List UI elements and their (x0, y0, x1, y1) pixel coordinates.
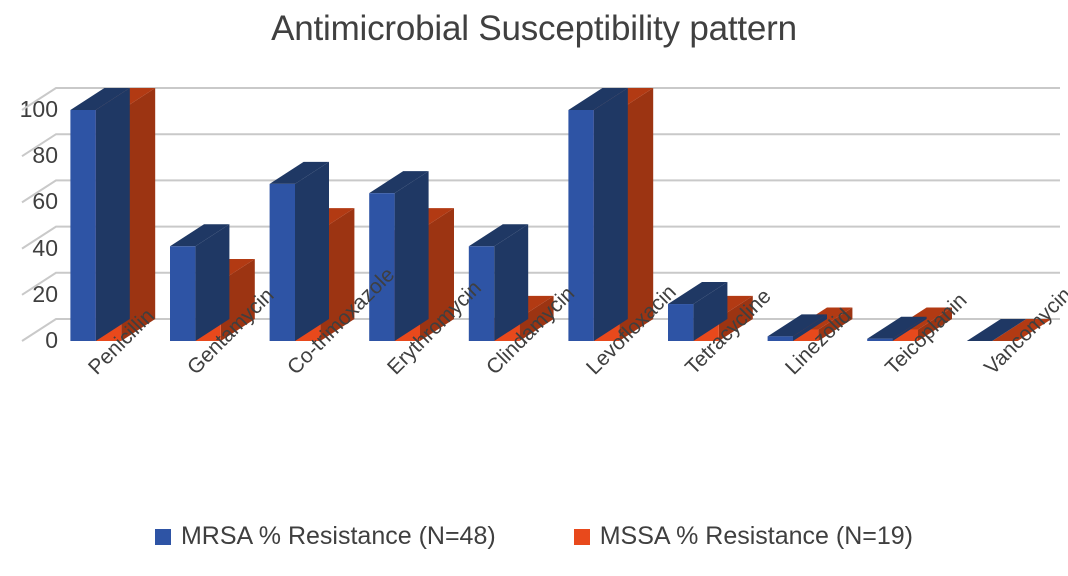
bar-side-face (593, 88, 628, 341)
bar-front-face (668, 304, 694, 341)
gridline (21, 225, 1060, 250)
y-axis-tick-label: 80 (32, 142, 58, 169)
bar-top-face (170, 224, 230, 247)
gridlines (21, 87, 1060, 342)
legend-item[interactable]: MSSA % Resistance (N=19) (573, 522, 914, 550)
bars-svg (21, 87, 1060, 342)
bar-top-face (668, 282, 728, 305)
bar-front-face (170, 246, 196, 341)
legend-label: MSSA % Resistance (N=19) (599, 522, 914, 550)
bar-side-face (693, 282, 728, 341)
bar-front-face (70, 110, 96, 341)
bar-mrsa (70, 88, 130, 341)
bar-top-face (568, 88, 628, 110)
bar-top-face (369, 171, 429, 194)
bar-front-face (793, 329, 819, 341)
y-axis-tick-label: 0 (45, 327, 58, 353)
bar-top-face (70, 88, 130, 110)
y-axis-tick-label: 40 (32, 234, 58, 261)
bar-top-face (468, 224, 529, 247)
gridline (21, 133, 1060, 158)
y-axis-tick-label: 100 (19, 96, 58, 122)
chart-title: Antimicrobial Susceptibility pattern (271, 9, 797, 48)
bar-side-face (793, 314, 827, 341)
bar-mrsa (867, 316, 927, 341)
bar-mrsa (568, 88, 628, 341)
bar-side-face (295, 161, 329, 341)
bar-mrsa (170, 224, 230, 341)
x-axis: Penicillin Gentamycin Co-trimoxazole Erythr… (0, 263, 1068, 485)
bar-mrsa (269, 161, 329, 341)
bar-side-face (892, 316, 927, 341)
bar-front-face (892, 329, 918, 341)
bar-side-face (718, 295, 753, 341)
bar-front-face (767, 336, 793, 341)
gridline (21, 271, 1060, 296)
bar-side-face (394, 171, 429, 341)
bar-front-face (468, 246, 495, 341)
bar-front-face (369, 193, 395, 341)
legend-item[interactable]: MRSA % Resistance (N=48) (154, 522, 496, 550)
plot-area (0, 85, 1068, 375)
bar-mrsa (369, 171, 429, 341)
bar-front-face (269, 183, 295, 341)
bar-mrsa (668, 282, 728, 341)
legend-swatch-icon (573, 528, 590, 545)
bar-mrsa (468, 224, 529, 341)
bar-side-face (195, 224, 230, 341)
y-axis-tick-label: 20 (32, 280, 58, 307)
gridline (21, 179, 1060, 204)
bar-front-face (568, 110, 594, 341)
bar-top-face (867, 316, 927, 339)
bar-side-face (95, 88, 130, 341)
y-axis: 0 20 40 60 80 100 (0, 85, 58, 375)
bar-mrsa (966, 319, 1027, 341)
gridline (21, 87, 1060, 111)
bar-top-face (992, 319, 1052, 341)
bar-top-face (269, 161, 329, 184)
bar-side-face (494, 224, 529, 341)
bar-series-group (70, 88, 1052, 341)
y-axis-tick-label: 60 (32, 188, 58, 215)
bar-mssa (992, 319, 1052, 341)
bar-side-face (818, 307, 853, 341)
bar-side-face (519, 295, 554, 341)
chart-legend: MRSA % Resistance (N=48) MSSA % Resistanc… (0, 524, 1068, 549)
bar-side-face (917, 307, 952, 341)
bar-top-face (767, 314, 827, 337)
legend-swatch-icon (154, 528, 171, 545)
bar-mrsa (767, 314, 827, 341)
legend-label: MRSA % Resistance (N=48) (180, 522, 496, 550)
bar-top-face (966, 319, 1027, 341)
bar-front-face (867, 338, 893, 341)
